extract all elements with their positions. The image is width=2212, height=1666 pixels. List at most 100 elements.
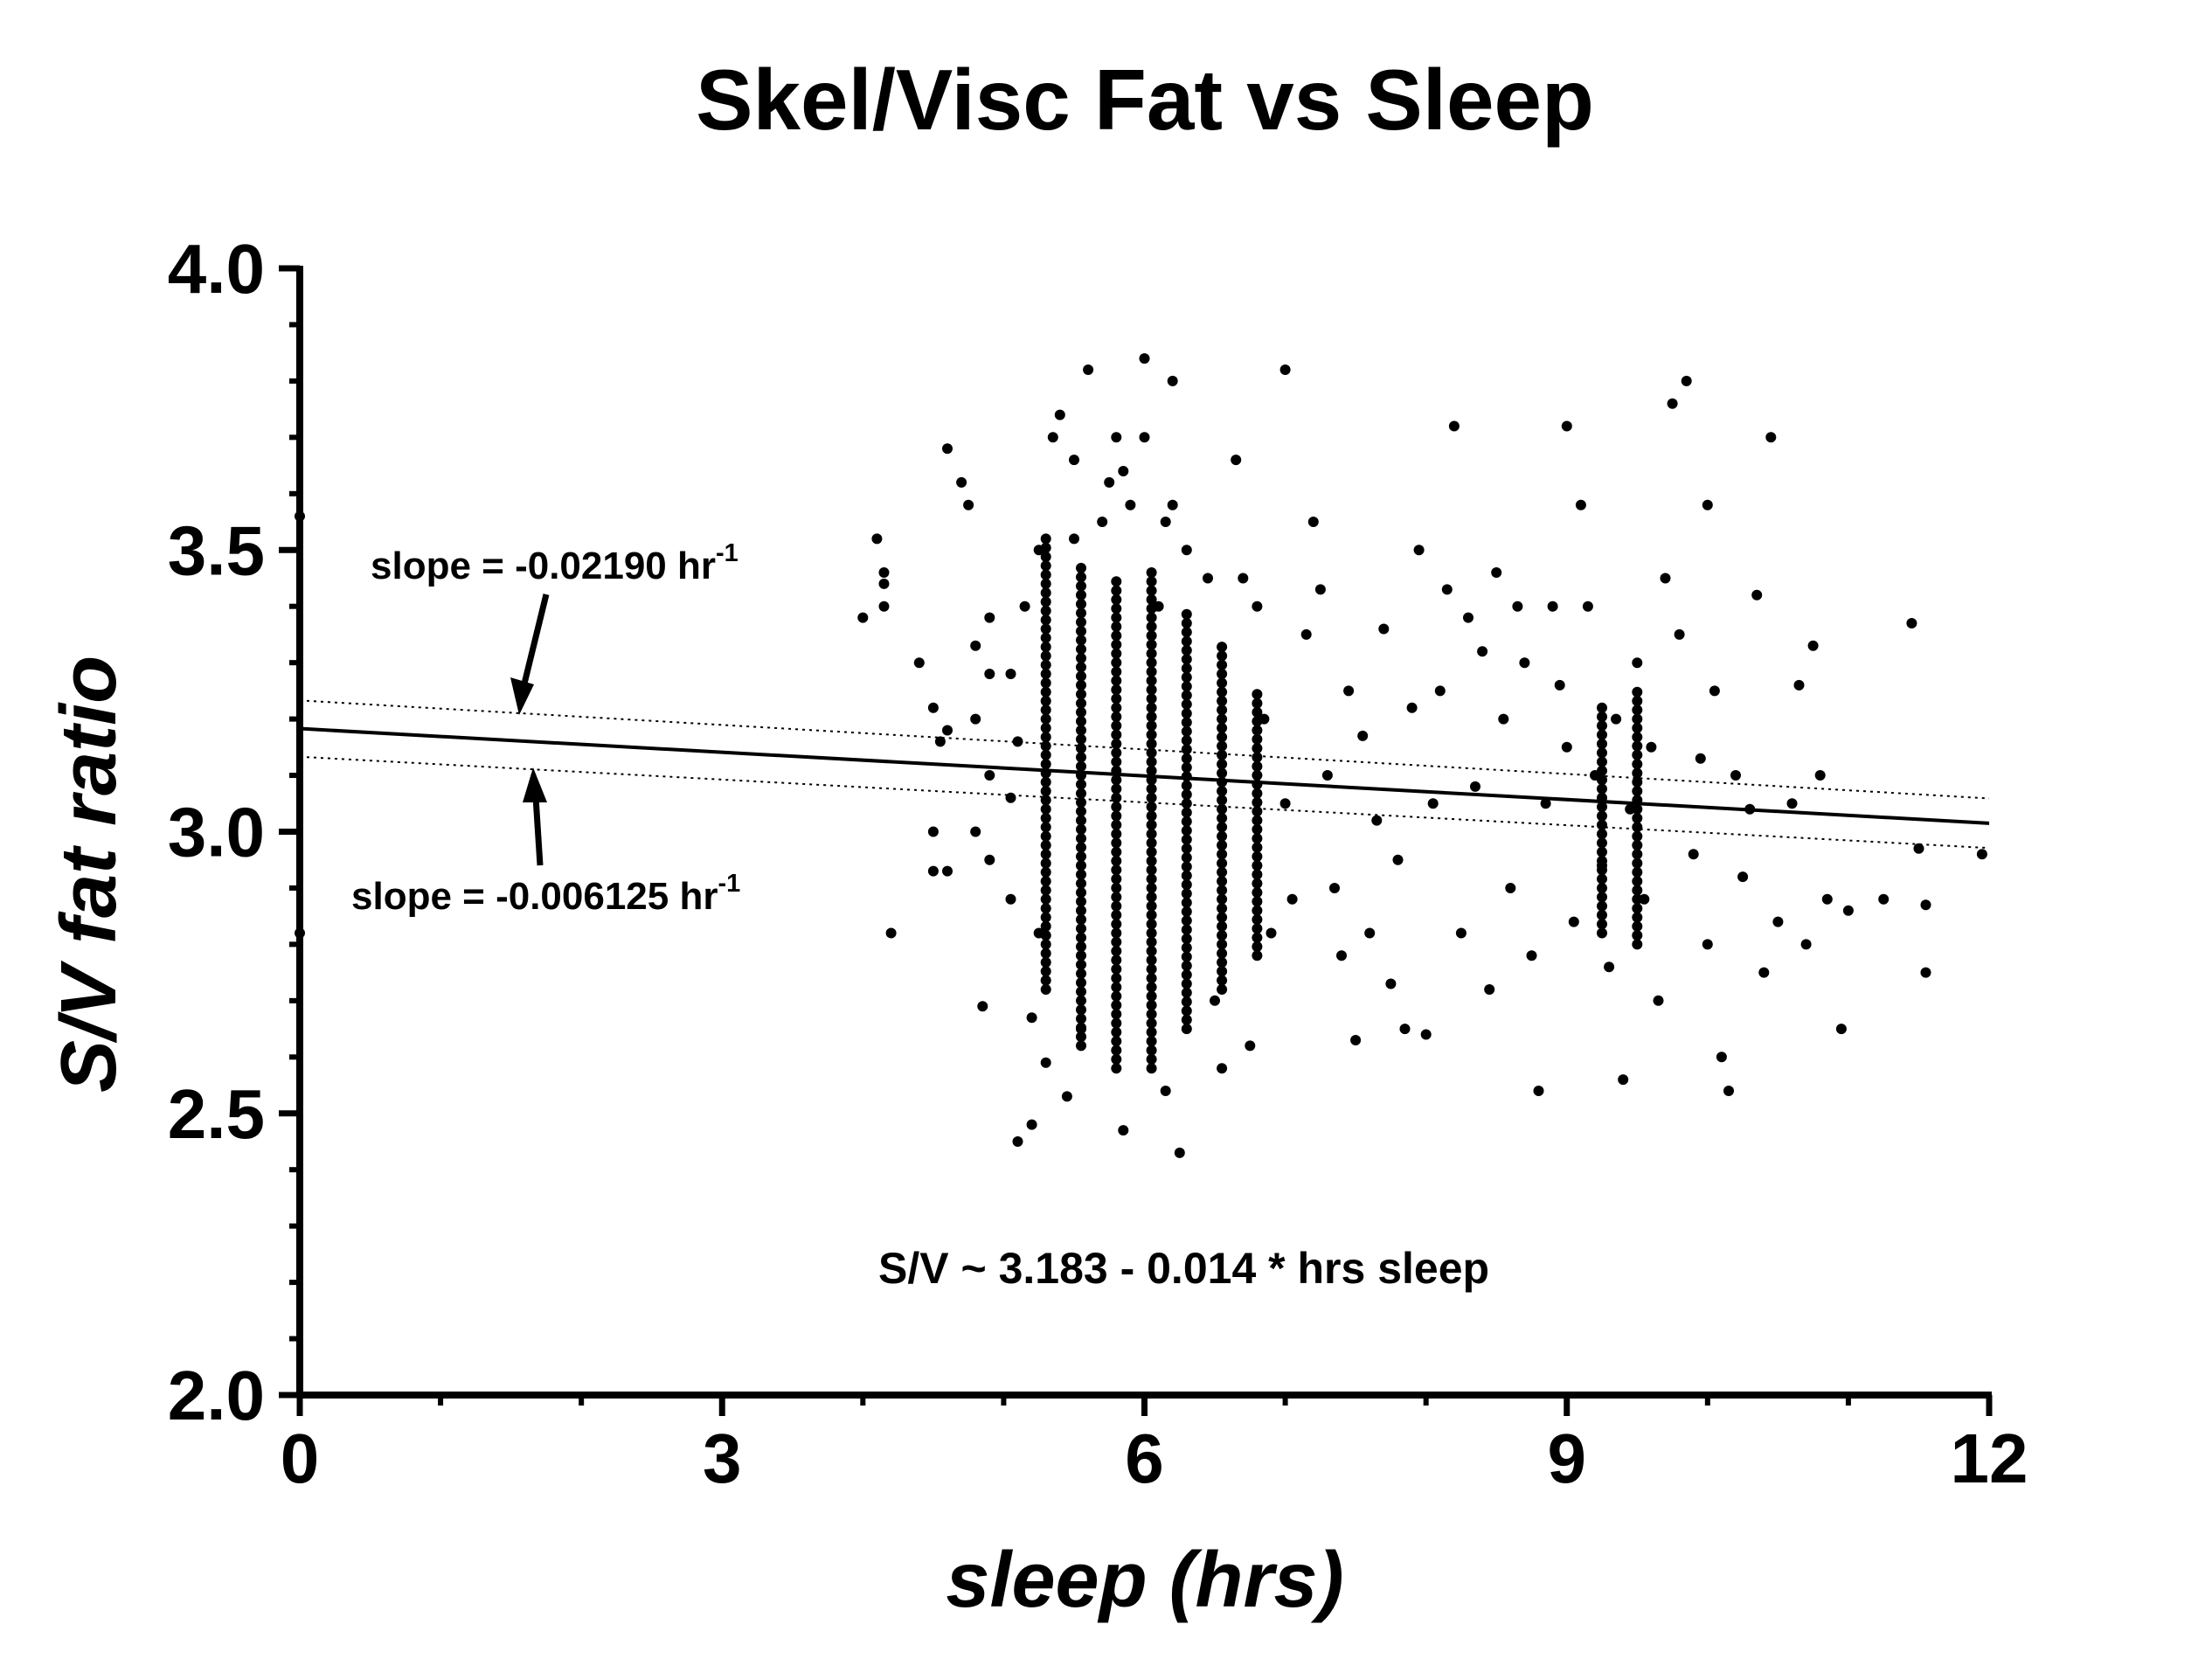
data-point [1632, 713, 1643, 725]
data-point [1519, 657, 1530, 669]
y-tick-label: 2.5 [168, 1075, 265, 1153]
data-point [1217, 795, 1228, 806]
data-point [1076, 616, 1086, 628]
lower-slope-superscript: -1 [718, 870, 740, 898]
data-point [1821, 893, 1833, 905]
y-tick-label: 3.5 [168, 511, 265, 589]
data-point [1040, 596, 1051, 607]
data-point [942, 725, 953, 736]
data-point [1076, 716, 1086, 727]
y-tick-label: 3.0 [168, 794, 265, 871]
chart-title: Skel/Visc Fat vs Sleep [696, 52, 1594, 148]
data-point [1111, 900, 1122, 912]
data-point [1181, 627, 1192, 638]
data-point [1217, 677, 1228, 689]
y-tick-label: 2.0 [168, 1357, 265, 1434]
data-point [1498, 713, 1509, 725]
data-point [1076, 580, 1086, 592]
data-point [1146, 864, 1157, 876]
data-point [1217, 650, 1228, 662]
regression-lines [299, 699, 1990, 850]
data-point [1842, 905, 1854, 916]
data-point [1181, 717, 1192, 728]
data-point [1181, 690, 1192, 701]
data-point [1632, 749, 1643, 760]
data-point [1040, 542, 1051, 553]
data-point [984, 612, 995, 623]
data-point [1146, 621, 1157, 632]
data-point [1920, 899, 1931, 911]
data-point [1146, 1063, 1157, 1074]
data-point [1040, 920, 1051, 932]
data-point [1076, 850, 1086, 862]
data-point [1111, 864, 1122, 876]
data-point [1632, 857, 1643, 869]
data-point [1040, 975, 1051, 986]
data-point [1181, 780, 1192, 791]
data-point [1040, 885, 1051, 896]
data-point [1217, 740, 1228, 752]
data-point [1111, 810, 1122, 822]
data-point [1146, 1017, 1157, 1029]
data-point [1217, 885, 1228, 896]
data-point [1307, 517, 1319, 527]
data-point [1040, 587, 1051, 599]
data-point [1632, 813, 1643, 823]
data-point [934, 736, 946, 747]
data-point [1217, 1063, 1228, 1074]
data-point [1217, 659, 1228, 670]
data-point [1040, 632, 1051, 643]
data-point [1597, 810, 1607, 822]
data-point [1076, 1004, 1086, 1016]
data-point [1597, 819, 1607, 830]
data-point [1611, 713, 1622, 725]
data-point [1111, 639, 1122, 650]
data-point [1040, 722, 1051, 733]
data-point [1040, 813, 1051, 823]
data-point [1597, 883, 1607, 893]
data-point [1217, 930, 1228, 941]
data-point [1076, 823, 1086, 835]
data-point [1252, 815, 1263, 826]
data-point [878, 578, 890, 589]
data-point [1632, 657, 1643, 669]
data-point [1111, 576, 1122, 587]
data-point [1146, 946, 1157, 957]
data-point [1146, 1000, 1157, 1010]
data-point [871, 533, 883, 545]
data-point [1139, 432, 1150, 443]
data-point [1146, 702, 1157, 713]
data-point [1217, 642, 1228, 653]
data-point [1632, 686, 1643, 698]
data-point [1632, 930, 1643, 941]
data-point [1252, 733, 1263, 745]
data-point [1378, 623, 1390, 635]
data-point [1597, 756, 1607, 767]
data-point [1111, 675, 1122, 686]
data-point [1160, 517, 1171, 527]
data-point [1146, 612, 1157, 623]
data-point [1111, 892, 1122, 903]
data-point [1181, 897, 1192, 908]
data-point [1146, 630, 1157, 642]
data-point [1632, 893, 1643, 905]
data-point [1681, 375, 1692, 386]
data-point [1217, 866, 1228, 878]
data-point [1005, 669, 1016, 679]
data-point [1076, 743, 1086, 754]
data-point [1040, 866, 1051, 878]
data-point [1040, 659, 1051, 670]
data-point [1597, 837, 1607, 849]
data-point [1597, 856, 1607, 866]
data-point [1252, 823, 1263, 835]
data-point [984, 770, 995, 781]
data-point [1597, 909, 1607, 920]
data-point [977, 1001, 988, 1012]
data-point [1632, 830, 1643, 842]
data-point [1076, 643, 1086, 655]
data-point [1252, 932, 1263, 943]
data-point [1406, 702, 1418, 713]
data-point [1111, 873, 1122, 885]
data-point [1076, 950, 1086, 961]
data-point [1181, 762, 1192, 773]
